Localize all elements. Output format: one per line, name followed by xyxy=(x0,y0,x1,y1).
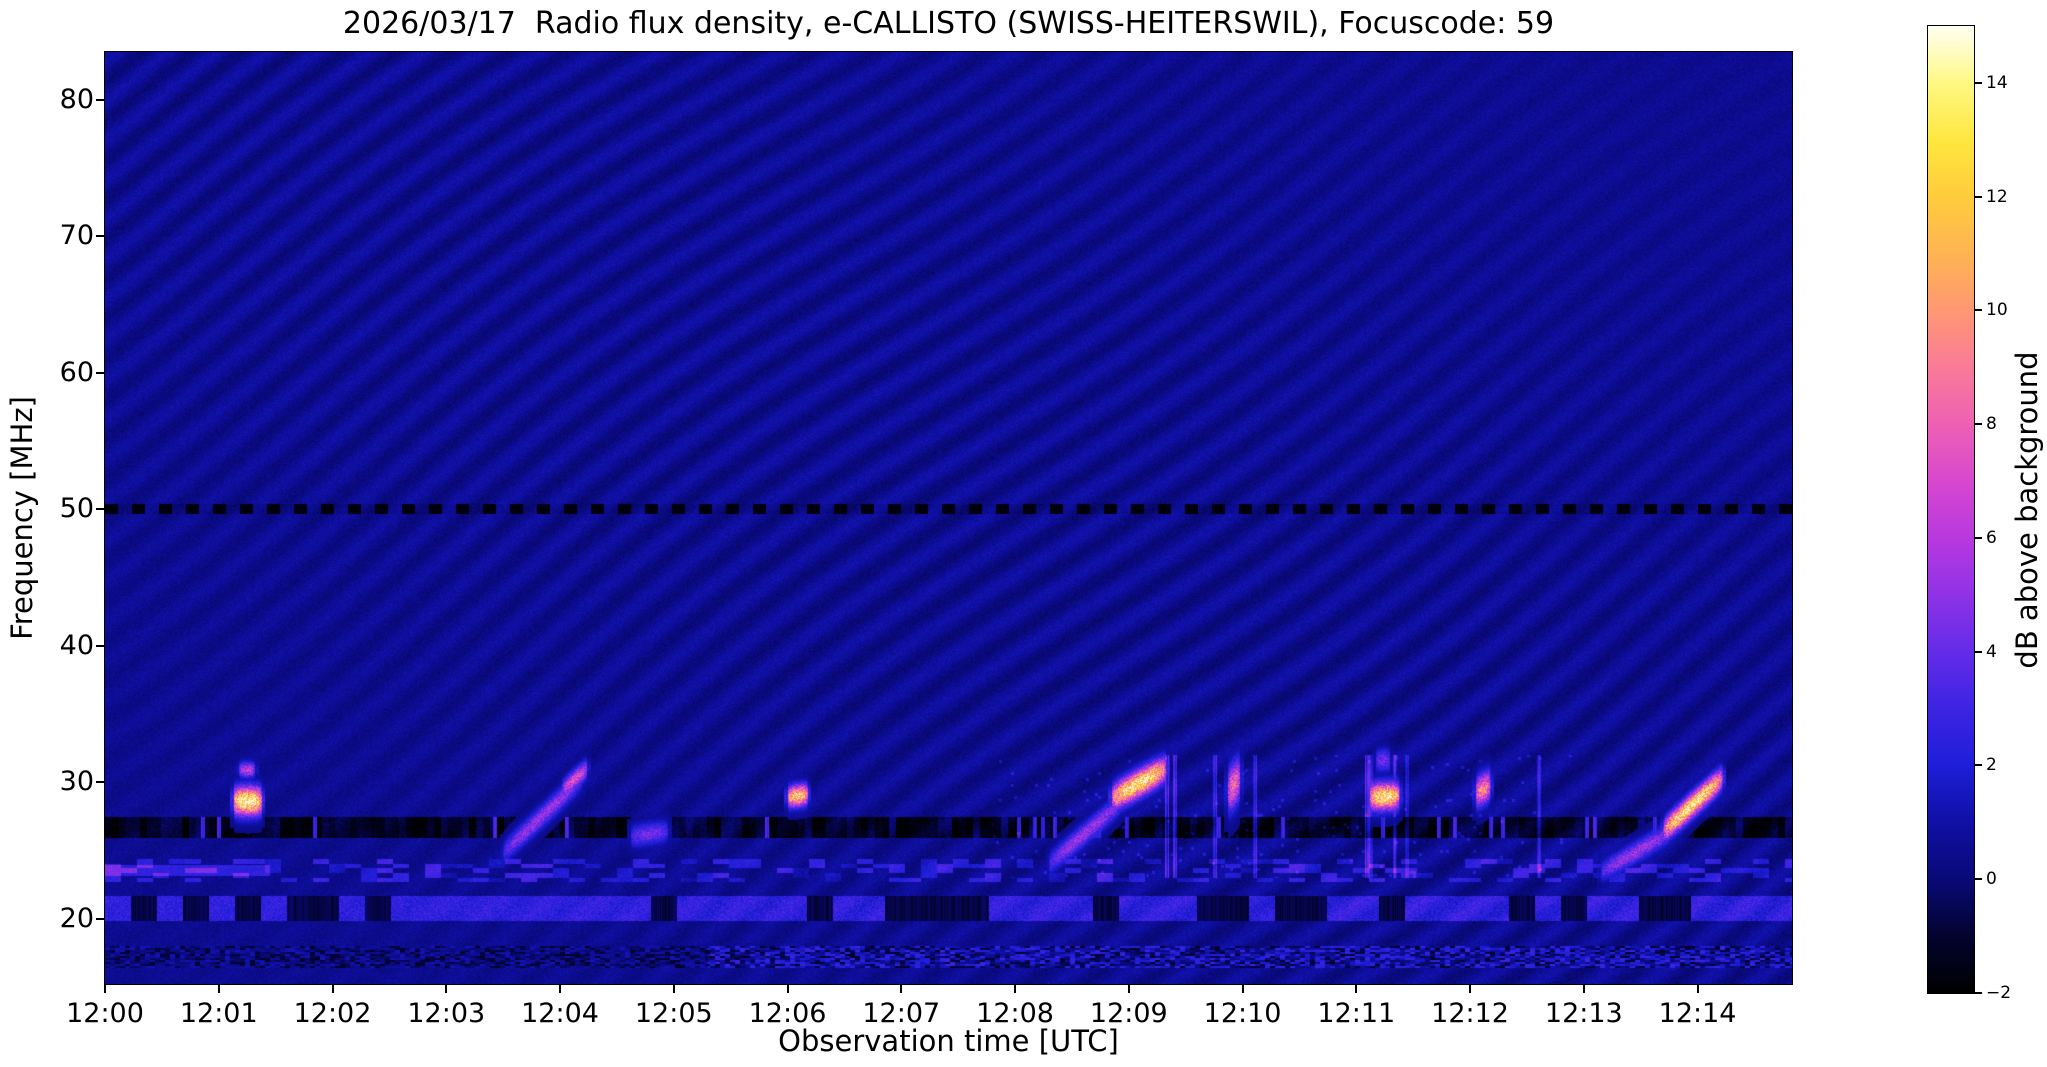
x-tick-mark xyxy=(1469,985,1472,993)
y-tick-mark xyxy=(96,917,104,920)
y-tick-label: 50 xyxy=(59,493,94,525)
x-tick-mark xyxy=(331,985,334,993)
spectrogram-canvas xyxy=(104,51,1793,985)
x-tick-mark xyxy=(445,985,448,993)
x-axis-label: Observation time [UTC] xyxy=(778,1024,1119,1058)
colorbar-tick-mark xyxy=(1975,992,1982,994)
y-tick-label: 30 xyxy=(59,766,94,798)
colorbar-tick-mark xyxy=(1975,536,1982,539)
x-tick-label: 12:07 xyxy=(862,998,941,1029)
y-tick-mark xyxy=(96,644,104,647)
y-tick-label: 40 xyxy=(59,629,94,661)
colorbar-tick-mark xyxy=(1975,309,1982,312)
colorbar-label: dB above background xyxy=(2010,351,2044,669)
x-tick-mark xyxy=(1127,985,1130,993)
colorbar-tick-label: −2 xyxy=(1986,983,2012,1003)
x-tick-label: 12:12 xyxy=(1431,998,1509,1029)
y-tick-mark xyxy=(96,235,104,238)
x-tick-mark xyxy=(104,985,106,993)
y-tick-label: 60 xyxy=(59,356,94,388)
x-tick-label: 12:08 xyxy=(976,998,1054,1029)
x-tick-label: 12:00 xyxy=(66,998,144,1029)
colorbar-tick-label: 12 xyxy=(1986,186,2008,207)
colorbar-tick-label: 2 xyxy=(1986,755,1997,776)
x-tick-label: 12:09 xyxy=(1089,998,1168,1029)
x-tick-mark xyxy=(1582,985,1585,993)
colorbar-tick-label: 6 xyxy=(1986,527,1997,548)
colorbar-tick-label: 0 xyxy=(1986,869,1997,890)
colorbar-tick-mark xyxy=(1975,878,1982,881)
y-tick-mark xyxy=(96,781,104,784)
x-tick-label: 12:01 xyxy=(179,998,258,1029)
x-tick-label: 12:13 xyxy=(1544,998,1623,1029)
x-tick-mark xyxy=(1014,985,1017,993)
y-tick-label: 20 xyxy=(59,902,94,934)
colorbar-tick-mark xyxy=(1975,764,1982,767)
x-tick-label: 12:14 xyxy=(1658,998,1737,1029)
x-tick-mark xyxy=(559,985,562,993)
y-tick-label: 70 xyxy=(59,220,94,252)
colorbar-tick-mark xyxy=(1975,423,1982,426)
y-tick-mark xyxy=(96,98,104,101)
x-tick-label: 12:06 xyxy=(748,998,827,1029)
x-tick-mark xyxy=(1241,985,1244,993)
y-tick-mark xyxy=(96,371,104,374)
y-tick-label: 80 xyxy=(59,83,94,115)
plot-title: 2026/03/17 Radio flux density, e-CALLIST… xyxy=(342,6,1555,41)
colorbar-tick-label: 10 xyxy=(1986,300,2008,321)
x-tick-mark xyxy=(672,985,675,993)
x-tick-label: 12:04 xyxy=(521,998,599,1029)
y-tick-mark xyxy=(96,508,104,511)
x-tick-mark xyxy=(217,985,220,993)
colorbar-tick-mark xyxy=(1975,650,1982,653)
x-tick-label: 12:05 xyxy=(634,998,713,1029)
x-tick-mark xyxy=(1696,985,1699,993)
x-tick-label: 12:02 xyxy=(293,998,372,1029)
x-tick-mark xyxy=(900,985,903,993)
colorbar-tick-label: 8 xyxy=(1986,414,1997,435)
colorbar xyxy=(1927,25,1975,994)
colorbar-tick-label: 4 xyxy=(1986,641,1997,662)
x-tick-label: 12:10 xyxy=(1203,998,1282,1029)
colorbar-tick-mark xyxy=(1975,195,1982,198)
colorbar-tick-mark xyxy=(1975,81,1982,84)
x-tick-label: 12:03 xyxy=(407,998,486,1029)
x-tick-mark xyxy=(1355,985,1358,993)
x-tick-label: 12:11 xyxy=(1317,998,1396,1029)
colorbar-tick-label: 14 xyxy=(1986,72,2008,93)
x-tick-mark xyxy=(786,985,789,993)
